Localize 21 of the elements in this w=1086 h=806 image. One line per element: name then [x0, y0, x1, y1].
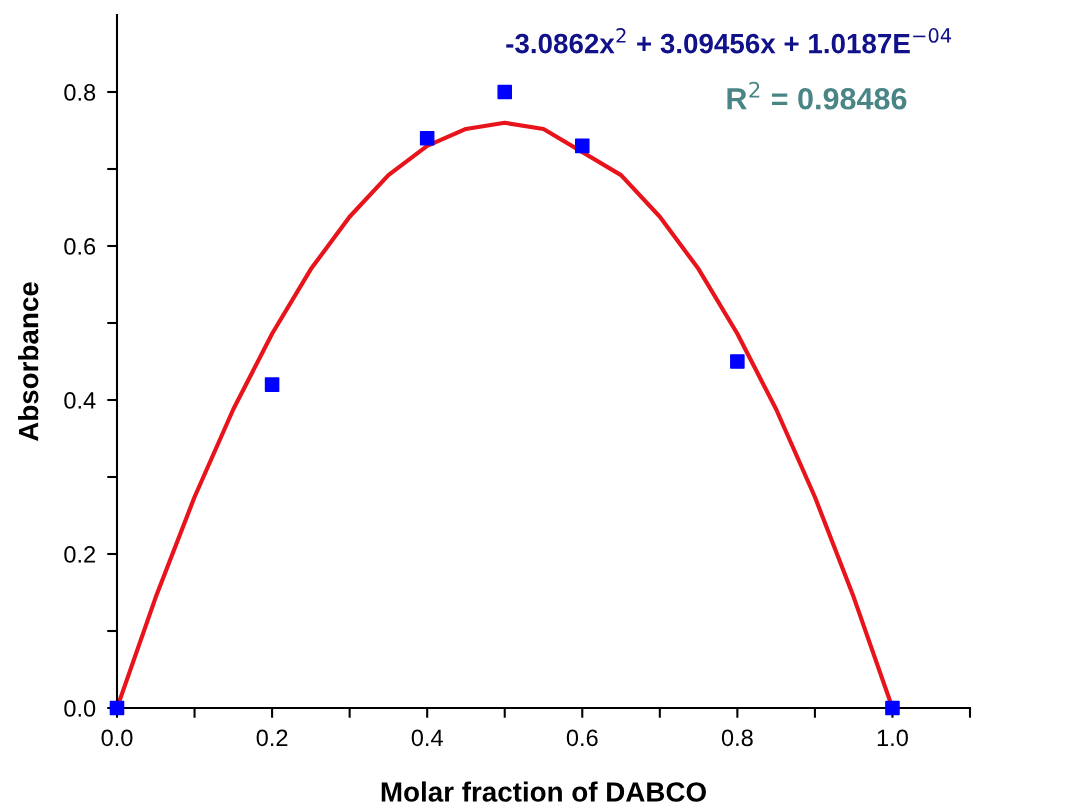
x-tick-label: 0.0: [101, 729, 133, 747]
x-axis-title: Molar fraction of DABCO: [381, 781, 706, 802]
point: [730, 354, 745, 369]
x-tick-label: 0.6: [566, 729, 598, 747]
y-axis-title: Absorbance: [18, 282, 39, 442]
y-tick-label: 0.4: [64, 392, 96, 409]
point: [885, 700, 900, 716]
y-tick-label: 0.8: [64, 84, 96, 101]
x-tick-label: 0.2: [256, 729, 288, 747]
annotation: -3.0862x$^{2}$ + 3.09456x + 1.0187E$^{−04}$: [506, 28, 952, 54]
y-tick-label: 0.0: [64, 700, 96, 717]
x-tick-label: 0.4: [411, 729, 443, 747]
y-tick-label: 0.6: [64, 238, 96, 255]
y-tick-label: 0.2: [64, 546, 95, 563]
x-tick-label: 0.8: [721, 729, 753, 747]
point: [264, 377, 280, 392]
point: [497, 84, 513, 100]
point: [419, 130, 435, 146]
x-tick-label: 1.0: [877, 729, 908, 747]
point: [574, 138, 590, 154]
annotation: R$^{2}$ = 0.98486: [727, 81, 907, 110]
